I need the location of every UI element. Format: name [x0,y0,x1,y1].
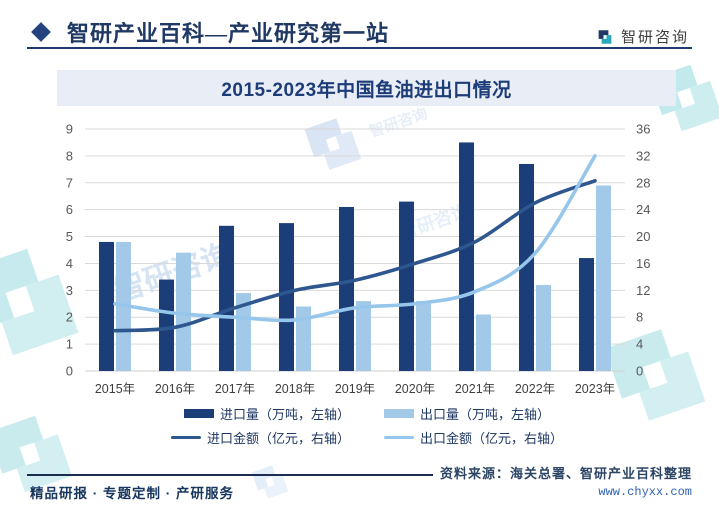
bar-import [279,223,294,371]
left-axis-tick-label: 4 [66,256,73,271]
bar-import [99,241,114,371]
bar-export [536,284,551,371]
x-axis-label: 2018年 [275,382,315,396]
bar-export [476,314,491,371]
line-export-value [113,154,597,323]
bar-import [159,279,174,371]
bar-import [399,201,414,371]
diamond-icon [31,21,59,43]
logo-text: 智研咨询 [620,29,689,46]
footer-divider [27,474,433,476]
left-axis-tick-label: 8 [66,148,73,163]
x-axis-label: 2021年 [455,382,495,396]
legend-swatch-line [384,435,414,440]
bar-import [459,142,474,371]
bar-export [356,301,371,371]
header-divider [27,47,692,49]
legend-label: 出口量（万吨，左轴） [420,407,551,422]
footer-tagline: 精品研报 · 专题定制 · 产研服务 [30,486,234,501]
bar-import [519,163,534,371]
data-source: 资料来源：海关总署、智研产业百科整理 [439,466,692,481]
watermark [245,457,296,508]
left-axis-tick-label: 9 [66,122,73,137]
right-axis-tick-label: 32 [636,148,650,163]
legend-item: 进口量（万吨，左轴） [183,404,350,423]
left-axis-tick-label: 6 [66,202,73,217]
x-axis-label: 2023年 [575,382,615,396]
company-logo[interactable]: 智研咨询 [596,26,689,47]
x-axis-label: 2015年 [95,382,135,396]
legend-swatch-line [170,435,201,440]
logo-icon [598,29,612,44]
chart-legend: 进口量（万吨，左轴） 出口量（万吨，左轴） 进口金额（亿元，右轴） 出口金额（亿元，右… [57,404,677,447]
right-axis-tick-label: 8 [636,310,643,325]
legend-row: 进口量（万吨，左轴） 出口量（万吨，左轴） [183,404,550,423]
legend-label: 出口金额（亿元，右轴） [420,431,564,446]
right-axis-tick-label: 36 [636,122,650,137]
legend-item: 出口量（万吨，左轴） [384,404,550,423]
bar-export [236,293,251,371]
legend-item: 出口金额（亿元，右轴） [384,428,563,447]
left-axis-tick-label: 7 [66,175,73,190]
legend-label: 进口金额（亿元，右轴） [206,431,350,446]
x-axis-label: 2022年 [515,382,555,396]
bar-import [339,206,354,371]
x-axis-label: 2019年 [335,382,375,396]
bar-export [296,306,311,371]
bar-export [416,301,431,371]
bar-import [579,258,594,371]
right-axis-tick-label: 16 [636,256,650,271]
chart-title: 2015-2023年中国鱼油进出口情况 [221,79,512,101]
left-axis-tick-label: 1 [66,337,73,352]
x-axis-label: 2016年 [155,382,195,396]
legend-swatch-bar [183,409,214,418]
header-brand: 智研产业百科—产业研究第一站 [31,16,390,48]
legend-row: 进口金额（亿元，右轴） 出口金额（亿元，右轴） [170,428,563,447]
right-axis-tick-label: 20 [636,229,650,244]
brand-title: 智研产业百科—产业研究第一站 [67,21,390,46]
bar-import [219,225,234,371]
left-axis-tick-label: 5 [66,229,73,244]
left-axis-tick-label: 2 [66,310,73,325]
bar-export [176,252,191,371]
right-axis-tick-label: 4 [636,337,643,352]
right-axis-tick-label: 0 [636,364,643,379]
legend-swatch-bar [384,409,414,418]
website-link[interactable]: www.chyxx.com [598,485,692,499]
legend-item: 进口金额（亿元，右轴） [170,428,350,447]
chart-title-band: 2015-2023年中国鱼油进出口情况 [57,70,676,106]
footer-source-block: 资料来源：海关总署、智研产业百科整理 www.chyxx.com [440,463,692,499]
x-axis-label: 2017年 [215,382,255,396]
legend-label: 进口量（万吨，左轴） [219,407,350,422]
left-axis-tick-label: 3 [66,283,73,298]
line-import-value [113,178,597,333]
left-axis-tick-label: 0 [66,364,73,379]
bar-export [596,185,611,371]
right-axis-tick-label: 24 [636,202,650,217]
right-axis-tick-label: 12 [636,283,650,298]
right-axis-tick-label: 28 [636,175,650,190]
x-axis-label: 2020年 [395,382,435,396]
